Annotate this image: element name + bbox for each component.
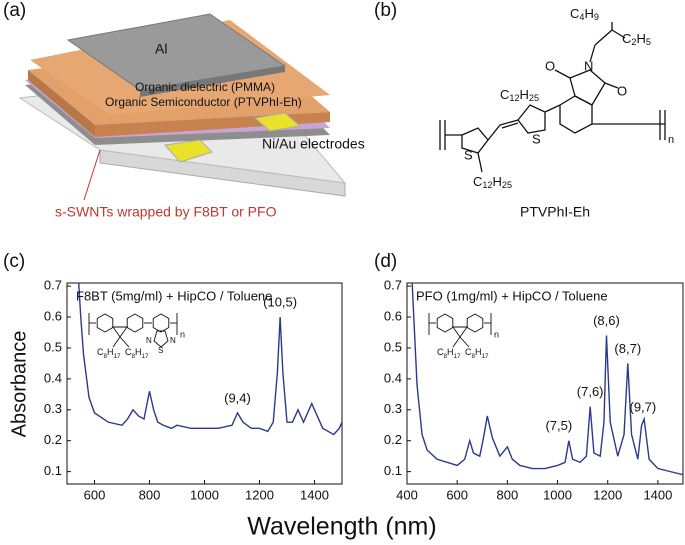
y-tick-label: 0.1 — [384, 463, 402, 478]
ring — [126, 313, 144, 333]
x-tick-label: 800 — [497, 487, 519, 502]
inset-label: C8H17 — [125, 347, 149, 359]
y-tick-label: 0.3 — [384, 401, 402, 416]
ring — [152, 313, 170, 333]
atom: N — [584, 58, 593, 73]
annotation: s-SWNTs wrapped by F8BT or PFO — [55, 204, 277, 220]
panel-label: (b) — [374, 0, 397, 21]
inset-label: n — [494, 329, 499, 339]
y-tick-label: 0.4 — [384, 370, 402, 385]
substituent: C12H25 — [473, 174, 512, 190]
atom: S — [532, 131, 541, 146]
x-tick-label: 1000 — [190, 487, 219, 502]
device-schematic — [18, 13, 347, 201]
peak-label: (9,4) — [224, 390, 251, 405]
layer-label: Organic dielectric (PMMA) — [135, 80, 275, 94]
inset-label: C8H17 — [97, 347, 121, 359]
chart-title: F8BT (5mg/ml) + HipCO / Toluene — [76, 288, 272, 303]
x-tick-label: 600 — [446, 487, 468, 502]
x-tick-label: 400 — [396, 487, 418, 502]
atom: S — [464, 147, 473, 162]
x-axis-label: Wavelength (nm) — [247, 513, 436, 541]
ring — [96, 313, 114, 333]
ring — [112, 326, 128, 338]
polymer-inset — [88, 313, 178, 348]
ring — [466, 313, 484, 333]
x-tick-label: 1000 — [543, 487, 572, 502]
y-axis-label: Absorbance — [8, 331, 30, 438]
layer-label: Organic Semiconductor (PTVPhI-Eh) — [105, 95, 302, 109]
y-tick-label: 0.3 — [44, 401, 62, 416]
polymer-inset — [428, 313, 492, 348]
substituent: C12H25 — [500, 87, 539, 103]
x-tick-label: 1200 — [245, 487, 274, 502]
ring — [153, 330, 169, 348]
panel-label: (a) — [3, 0, 26, 21]
molecule-structure — [439, 22, 666, 173]
ring — [452, 326, 468, 338]
substituent: C2H5 — [622, 31, 651, 47]
y-tick-label: 0.6 — [44, 308, 62, 323]
y-tick-label: 0.5 — [384, 339, 402, 354]
layer-label: Al — [155, 41, 167, 57]
y-tick-label: 0.6 — [384, 308, 402, 323]
x-tick-label: 1200 — [593, 487, 622, 502]
spectrum-line — [78, 283, 342, 436]
x-tick-label: 1400 — [300, 487, 329, 502]
peak-label: (8,7) — [614, 341, 641, 356]
atom: O — [545, 58, 555, 73]
x-tick-label: 600 — [84, 487, 106, 502]
peak-label: (7,5) — [545, 418, 572, 433]
chart-title: PFO (1mg/ml) + HipCO / Toluene — [416, 288, 608, 303]
peak-label: (7,6) — [577, 384, 604, 399]
y-tick-label: 0.7 — [44, 278, 62, 293]
peak-label: (10,5) — [263, 294, 297, 309]
panel-label: (d) — [374, 251, 397, 272]
repeat-index: n — [668, 134, 674, 146]
spectrum-line — [411, 283, 683, 476]
inset-label: S — [158, 346, 163, 355]
y-tick-label: 0.2 — [384, 432, 402, 447]
inset-label: n — [180, 329, 185, 339]
x-tick-label: 1400 — [643, 487, 672, 502]
plot-frame — [406, 282, 684, 485]
y-tick-label: 0.5 — [44, 339, 62, 354]
y-tick-label: 0.7 — [384, 278, 402, 293]
layer-label: Ni/Au electrodes — [262, 136, 365, 152]
ring — [436, 313, 454, 333]
substituent: C4H9 — [570, 6, 599, 22]
peak-label: (9,7) — [629, 400, 656, 415]
chain — [459, 336, 470, 348]
chain — [112, 336, 121, 348]
plot-frame — [66, 282, 343, 485]
x-tick-label: 800 — [139, 487, 161, 502]
chain — [119, 336, 130, 348]
molecule-name: PTVPhI-Eh — [520, 204, 590, 220]
inset-label: N — [170, 336, 176, 345]
atom: O — [617, 83, 627, 98]
panel-label: (c) — [3, 251, 25, 272]
peak-label: (8,6) — [593, 313, 620, 328]
inset-label: N — [146, 336, 152, 345]
y-tick-label: 0.4 — [44, 370, 62, 385]
y-tick-label: 0.2 — [44, 432, 62, 447]
inset-label: C8H17 — [465, 347, 489, 359]
inset-label: C8H17 — [437, 347, 461, 359]
chain — [452, 336, 461, 348]
y-tick-label: 0.1 — [44, 463, 62, 478]
